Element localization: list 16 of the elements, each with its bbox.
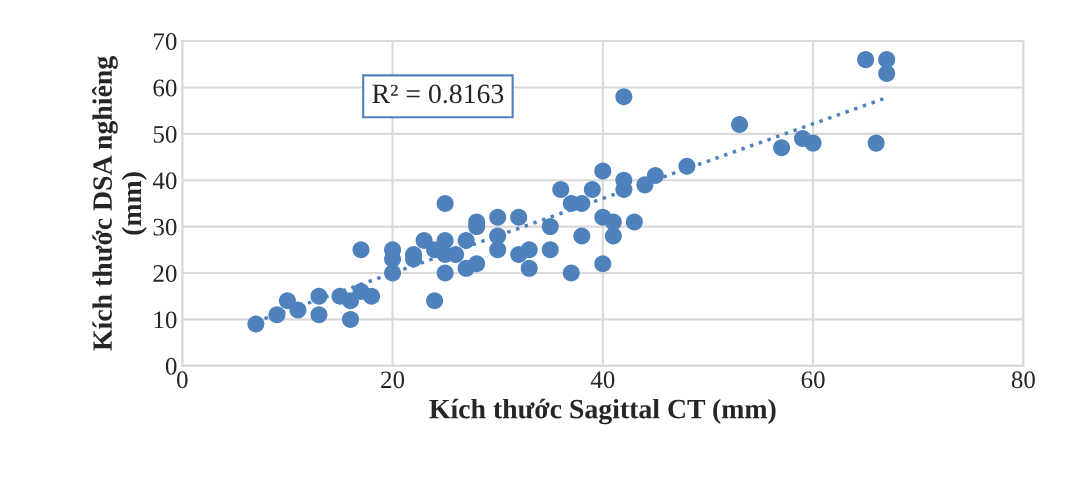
- annotation: R² = 0.8163: [372, 84, 504, 104]
- y-tick-label: 40: [152, 172, 177, 190]
- x-tick-label: 0: [176, 371, 188, 389]
- x-tick-label: 40: [590, 371, 615, 389]
- y-tick-label: 30: [153, 218, 177, 236]
- y-tick-label: 60: [153, 79, 177, 97]
- y-tick-label: 50: [153, 125, 177, 143]
- x-tick-label: 80: [1011, 371, 1035, 389]
- x-tick-label: 20: [381, 371, 405, 389]
- x-tick-label: 60: [801, 371, 825, 389]
- y-tick-label: 0: [165, 357, 177, 375]
- x-axis-title: Kích thước Sagittal CT (mm): [429, 398, 776, 425]
- y-tick-label: 10: [154, 311, 177, 329]
- y-axis-title: Kích thước DSA nghiêng (mm): [92, 56, 147, 351]
- y-tick-label: 20: [153, 265, 177, 282]
- y-tick-label: 70: [154, 33, 177, 50]
